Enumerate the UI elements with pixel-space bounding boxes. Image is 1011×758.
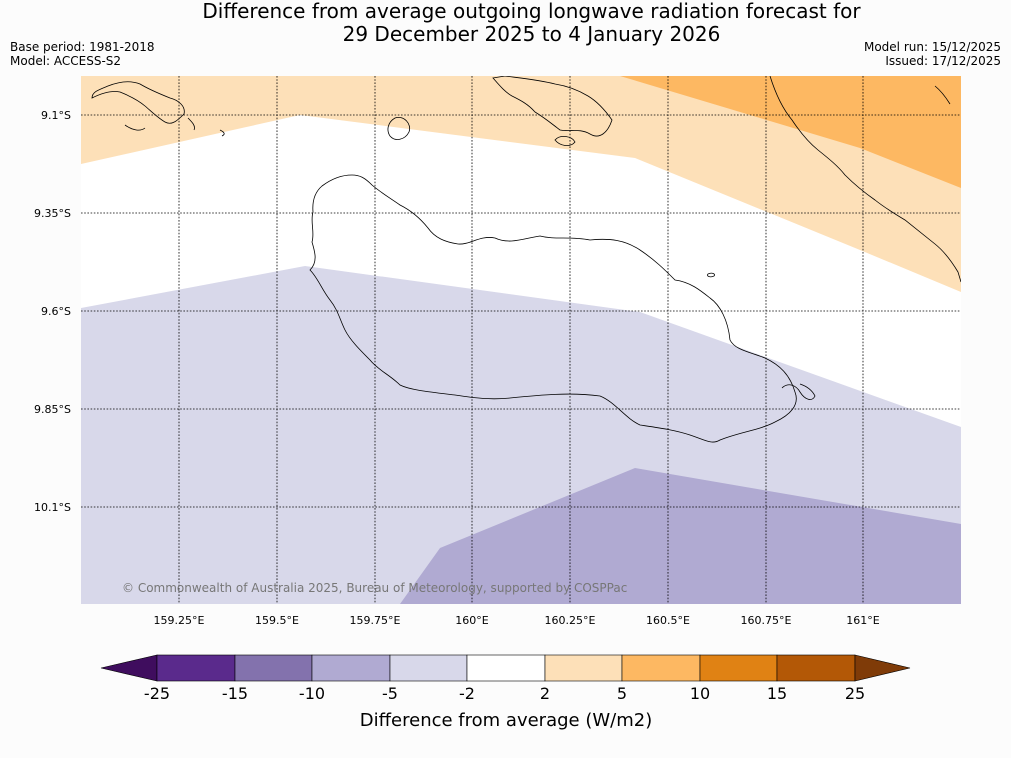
colorbar-swatch — [389, 654, 468, 682]
colorbar-swatch — [699, 654, 778, 682]
colorbar: -25 -15 -10 -5 -2 2 5 10 15 25 Differenc… — [100, 654, 911, 731]
cb-tick-15: 15 — [767, 684, 787, 703]
lon-label-160-25: 160.25°E — [545, 614, 596, 627]
lat-label-9-6: 9.6°S — [41, 305, 71, 318]
colorbar-swatch — [776, 654, 856, 682]
coast-guadalcanal — [309, 174, 797, 443]
cb-tick-minus5: -5 — [382, 684, 398, 703]
copyright-notice: © Commonwealth of Australia 2025, Bureau… — [122, 581, 627, 595]
lat-label-10-1: 10.1°S — [34, 501, 71, 514]
coast-savo — [387, 117, 411, 140]
coast-russell-islands — [91, 81, 225, 137]
colorbar-tick-labels: -25 -15 -10 -5 -2 2 5 10 15 25 — [144, 684, 865, 703]
title-line-2: 29 December 2025 to 4 January 2026 — [342, 22, 721, 46]
cb-tick-minus2: -2 — [459, 684, 475, 703]
fill-purple — [400, 468, 961, 604]
coast-marau-islets — [707, 272, 816, 400]
colorbar-swatch — [234, 654, 313, 682]
lon-label-160: 160°E — [455, 614, 488, 627]
anomaly-fills — [81, 76, 961, 604]
lat-label-9-35: 9.35°S — [34, 207, 71, 220]
lon-label-161: 161°E — [846, 614, 879, 627]
lon-label-159-75: 159.75°E — [350, 614, 401, 627]
colorbar-swatch — [621, 654, 701, 682]
fill-light-orange — [81, 76, 961, 292]
model-run: Model run: 15/12/2025 — [863, 40, 1001, 54]
lat-label-9-1: 9.1°S — [41, 109, 71, 122]
cb-tick-5: 5 — [617, 684, 627, 703]
cb-tick-2: 2 — [540, 684, 550, 703]
chart-title: Difference from average outgoing longwav… — [0, 0, 1011, 46]
lon-label-160-5: 160.5°E — [646, 614, 690, 627]
map-area: © Commonwealth of Australia 2025, Bureau… — [81, 76, 961, 604]
longitude-labels: 159.25°E 159.5°E 159.75°E 160°E 160.25°E… — [154, 614, 880, 627]
model-name: Model: ACCESS-S2 — [10, 54, 122, 68]
graticule — [81, 76, 961, 604]
lat-label-9-85: 9.85°S — [34, 403, 71, 416]
title-line-1: Difference from average outgoing longwav… — [202, 0, 861, 23]
meta-right: Model run: 15/12/2025 Issued: 17/12/2025 — [864, 40, 1001, 68]
coast-florida-islands — [492, 76, 613, 146]
fill-orange — [620, 76, 961, 188]
issued-date: Issued: 17/12/2025 — [885, 54, 1001, 68]
colorbar-swatch — [156, 654, 236, 682]
colorbar-swatch — [544, 654, 623, 682]
colorbar-label: Difference from average (W/m2) — [360, 710, 652, 731]
colorbar-extend-low — [100, 654, 158, 682]
colorbar-swatches — [100, 654, 911, 682]
cb-tick-minus25: -25 — [144, 684, 170, 703]
lon-label-159-25: 159.25°E — [154, 614, 205, 627]
colorbar-extend-high — [854, 654, 911, 682]
cb-tick-10: 10 — [690, 684, 710, 703]
cb-tick-25: 25 — [845, 684, 865, 703]
coast-malaita — [769, 76, 961, 283]
cb-tick-minus15: -15 — [222, 684, 248, 703]
base-period: Base period: 1981-2018 — [10, 40, 155, 54]
meta-left: Base period: 1981-2018 Model: ACCESS-S2 — [10, 40, 155, 68]
colorbar-swatch — [311, 654, 391, 682]
colorbar-swatch — [466, 654, 546, 682]
lon-label-159-5: 159.5°E — [255, 614, 299, 627]
latitude-labels: 9.1°S 9.35°S 9.6°S 9.85°S 10.1°S — [34, 109, 71, 514]
cb-tick-minus10: -10 — [299, 684, 325, 703]
lon-label-160-75: 160.75°E — [741, 614, 792, 627]
coastlines — [91, 76, 961, 443]
